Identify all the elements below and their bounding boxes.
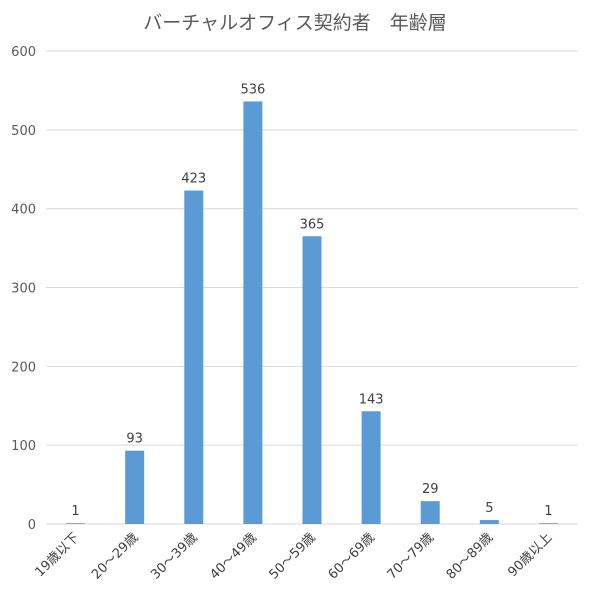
data-label: 143 <box>359 392 384 407</box>
x-category-label: 30～39歳 <box>148 530 200 582</box>
y-tick-label: 600 <box>11 45 36 60</box>
x-category-label: 90歳以上 <box>505 530 555 580</box>
chart-title: バーチャルオフィス契約者 年齢層 <box>143 12 447 34</box>
y-tick-label: 500 <box>11 124 36 139</box>
data-label: 1 <box>544 504 552 519</box>
bar <box>66 523 86 524</box>
data-labels: 1 93 423 536 365 143 29 5 1 <box>71 82 552 519</box>
bar <box>420 501 440 524</box>
data-label: 5 <box>485 501 493 516</box>
x-category-label: 60～69歳 <box>326 530 378 582</box>
bar <box>243 101 263 524</box>
data-label: 365 <box>300 217 325 232</box>
y-tick-label: 100 <box>11 439 36 454</box>
y-tick-label: 400 <box>11 203 36 218</box>
y-axis: 0 100 200 300 400 500 600 <box>11 45 36 533</box>
x-category-label: 50～59歳 <box>266 530 318 582</box>
data-label: 93 <box>126 432 143 447</box>
y-tick-label: 200 <box>11 360 36 375</box>
bar <box>479 520 499 524</box>
x-category-label: 20～29歳 <box>89 530 141 582</box>
x-category-label: 40～49歳 <box>207 530 259 582</box>
bar <box>125 450 145 524</box>
data-label: 1 <box>71 504 79 519</box>
bar <box>184 190 204 524</box>
x-category-label: 19歳以下 <box>32 530 82 580</box>
data-label: 29 <box>422 482 439 497</box>
bar <box>302 236 322 524</box>
data-label: 423 <box>181 172 206 187</box>
y-tick-label: 300 <box>11 282 36 297</box>
bar <box>361 411 381 524</box>
x-axis: 19歳以下 20～29歳 30～39歳 40～49歳 50～59歳 60～69歳 70～79… <box>32 530 555 582</box>
x-category-label: 80～89歳 <box>444 530 496 582</box>
bar-series <box>66 101 558 524</box>
data-label: 536 <box>240 82 265 97</box>
y-tick-label: 0 <box>28 518 36 533</box>
x-category-label: 70～79歳 <box>385 530 437 582</box>
bar <box>538 523 558 524</box>
